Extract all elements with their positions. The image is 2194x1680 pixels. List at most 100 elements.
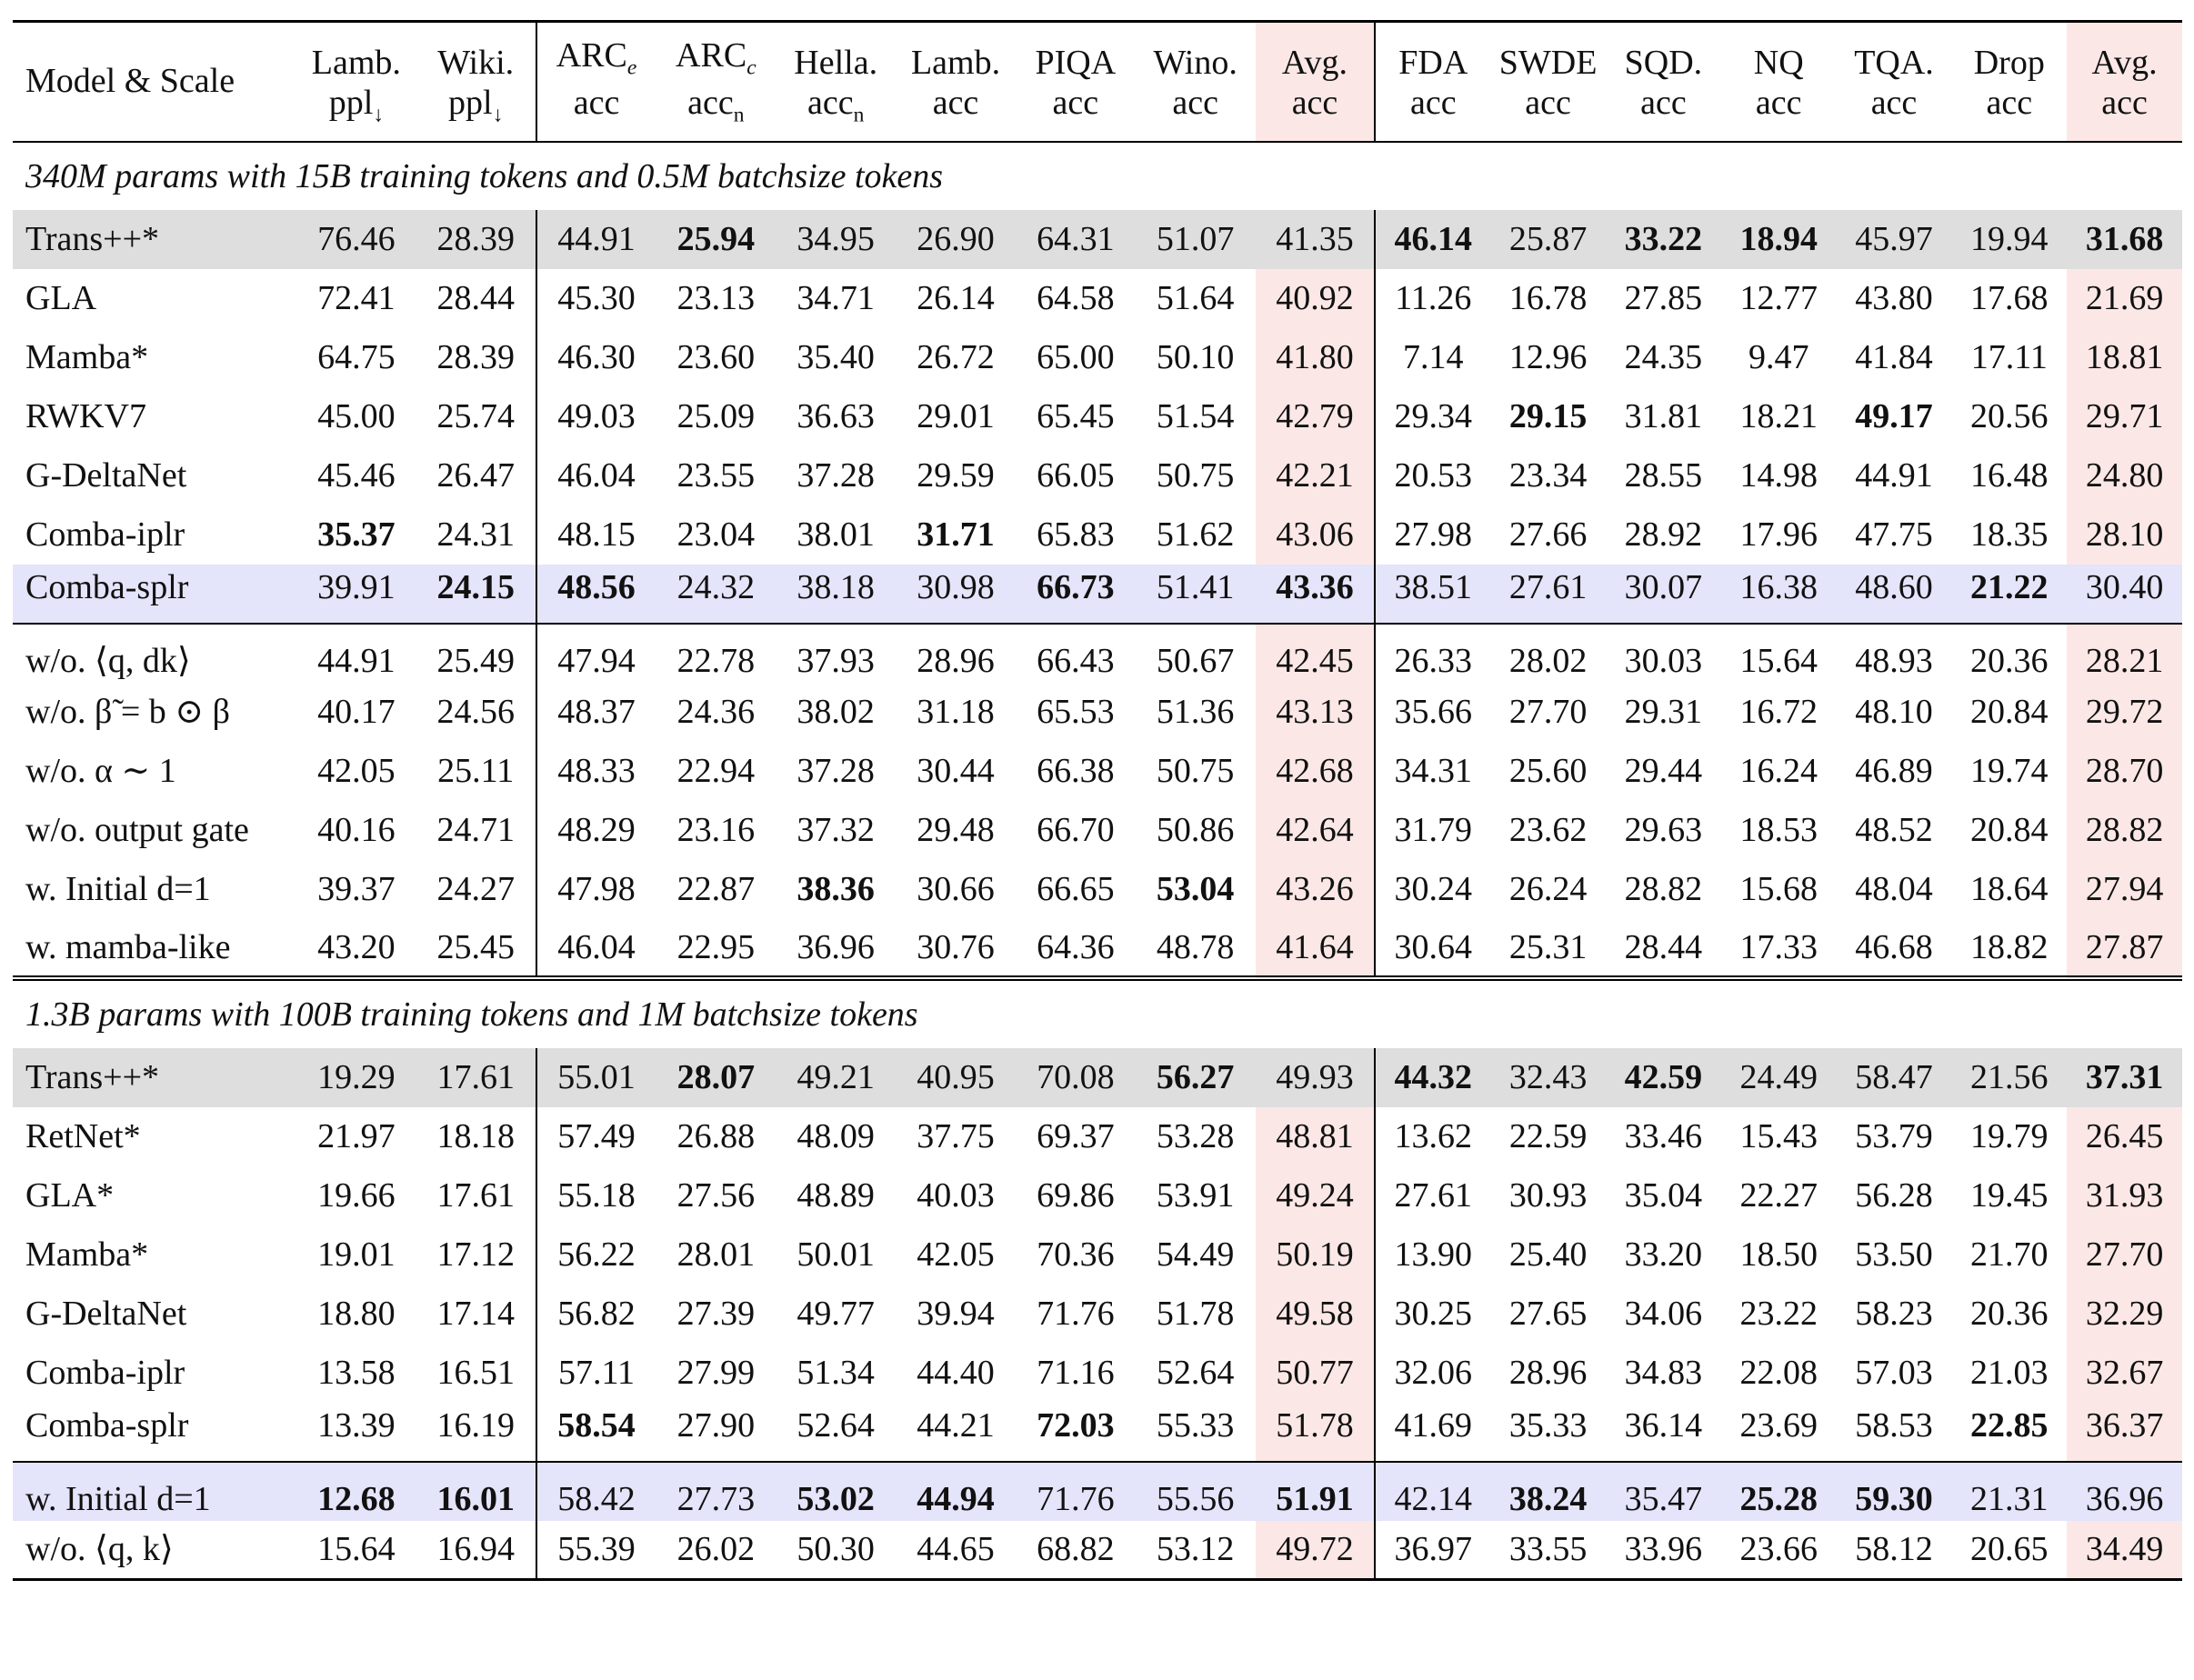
value-cell: 33.55 xyxy=(1490,1520,1606,1581)
value-cell: 46.04 xyxy=(535,918,656,978)
value-cell: 51.62 xyxy=(1156,515,1235,554)
value-cell: 20.84 xyxy=(1970,811,2049,849)
value-cell: 57.11 xyxy=(535,1343,656,1403)
value-cell: 66.65 xyxy=(1037,870,1115,908)
value-cell: 34.49 xyxy=(2067,1520,2182,1581)
value-cell: 50.86 xyxy=(1156,811,1235,849)
value-cell: 40.16 xyxy=(317,811,396,849)
value-cell: 18.53 xyxy=(1739,811,1818,849)
value-cell: 37.28 xyxy=(796,456,875,495)
value-cell: 23.69 xyxy=(1739,1405,1818,1445)
value-cell: 41.84 xyxy=(1855,338,1933,376)
value-cell: 25.09 xyxy=(676,397,756,435)
model-name-cell: Comba-iplr xyxy=(25,515,185,554)
value-cell: 38.01 xyxy=(796,515,875,554)
ablation-row: w. Initial d=1 39.37 24.27 47.98 22.87 38.36 3… xyxy=(13,859,2182,919)
value-cell: 28.96 xyxy=(896,622,1016,683)
value-cell: 23.62 xyxy=(1508,811,1588,849)
value-cell: 18.82 xyxy=(1970,927,2049,966)
value-cell: 45.97 xyxy=(1836,209,1952,269)
value-cell: 49.03 xyxy=(535,386,656,446)
value-cell: 66.38 xyxy=(1037,752,1115,790)
value-cell: 23.13 xyxy=(676,279,756,317)
results-table: Model & Scale Lamb. Wiki. ARCe ARCc Hell… xyxy=(13,20,2182,1581)
value-cell: 32.06 xyxy=(1374,1343,1491,1403)
value-cell: 66.43 xyxy=(1015,622,1136,683)
value-cell: 30.24 xyxy=(1374,859,1491,919)
value-cell: 24.71 xyxy=(436,811,515,849)
value-cell: 34.83 xyxy=(1624,1354,1703,1392)
value-cell: 54.49 xyxy=(1156,1235,1235,1274)
value-cell: 48.37 xyxy=(535,682,656,742)
header-row-bottom: ppl↓ ppl↓ acc accn accn acc acc acc acc … xyxy=(13,81,2182,143)
value-cell: 27.61 xyxy=(1490,564,1606,624)
value-cell: 26.88 xyxy=(676,1117,756,1155)
col-subheader-fda: acc xyxy=(1374,81,1491,143)
value-cell: 53.02 xyxy=(776,1460,897,1521)
value-cell: 18.18 xyxy=(436,1117,515,1155)
value-cell: 26.24 xyxy=(1508,870,1588,908)
value-cell: 28.96 xyxy=(1508,1354,1588,1392)
section-title: 1.3B params with 100B training tokens an… xyxy=(13,975,2182,1048)
value-cell: 27.85 xyxy=(1624,279,1703,317)
value-cell: 42.05 xyxy=(317,752,396,790)
value-cell: 53.79 xyxy=(1855,1117,1933,1155)
value-cell: 16.78 xyxy=(1508,279,1588,317)
ablation-row: w/o. ⟨q, k⟩ 15.64 16.94 55.39 26.02 50.30 44.6… xyxy=(13,1520,2182,1581)
value-cell: 36.96 xyxy=(796,927,875,966)
value-cell: 30.03 xyxy=(1606,622,1721,683)
table-body: 340M params with 15B training tokens and… xyxy=(13,140,2182,1581)
value-cell: 48.56 xyxy=(535,564,656,624)
value-cell: 30.98 xyxy=(896,564,1016,624)
value-cell: 40.95 xyxy=(896,1047,1016,1107)
value-cell: 27.94 xyxy=(2067,859,2182,919)
value-cell: 18.64 xyxy=(1970,870,2049,908)
value-cell: 27.98 xyxy=(1374,505,1491,565)
value-cell: 47.94 xyxy=(535,622,656,683)
value-cell: 28.21 xyxy=(2067,622,2182,683)
value-cell: 51.78 xyxy=(1156,1295,1235,1333)
value-cell: 19.79 xyxy=(1970,1117,2049,1155)
model-name-cell: Trans++* xyxy=(13,209,296,269)
value-cell: 58.54 xyxy=(535,1402,656,1462)
value-cell: 65.53 xyxy=(1037,693,1115,731)
value-cell: 55.33 xyxy=(1156,1405,1235,1445)
col-subheader-arc-c: accn xyxy=(656,81,776,143)
value-cell: 26.02 xyxy=(656,1520,776,1581)
value-cell: 23.66 xyxy=(1720,1520,1837,1581)
value-cell: 25.31 xyxy=(1508,927,1588,966)
value-cell: 23.60 xyxy=(676,338,756,376)
value-cell: 42.14 xyxy=(1374,1460,1491,1521)
value-cell: 48.09 xyxy=(796,1117,875,1155)
value-cell: 59.30 xyxy=(1836,1460,1952,1521)
value-cell: 31.79 xyxy=(1374,800,1491,860)
value-cell: 18.81 xyxy=(2067,327,2182,387)
value-cell: 33.20 xyxy=(1624,1235,1703,1274)
value-cell: 29.59 xyxy=(917,456,995,495)
value-cell: 21.56 xyxy=(1951,1047,2068,1107)
value-cell: 18.94 xyxy=(1720,209,1837,269)
value-cell: 15.68 xyxy=(1739,870,1818,908)
table-row: Trans++* 19.29 17.61 55.01 28.07 49.21 40.95 70… xyxy=(13,1047,2182,1107)
value-cell: 49.58 xyxy=(1255,1284,1376,1344)
value-cell: 15.64 xyxy=(296,1520,416,1581)
value-cell: 20.65 xyxy=(1951,1520,2068,1581)
value-cell: 44.91 xyxy=(296,622,416,683)
value-cell: 17.61 xyxy=(416,1047,536,1107)
value-cell: 17.68 xyxy=(1970,279,2049,317)
value-cell: 38.36 xyxy=(796,870,875,908)
value-cell: 55.01 xyxy=(535,1047,656,1107)
value-cell: 27.66 xyxy=(1508,515,1588,554)
col-subheader-swde: acc xyxy=(1490,81,1606,143)
value-cell: 53.28 xyxy=(1156,1117,1235,1155)
value-cell: 48.78 xyxy=(1156,927,1235,966)
value-cell: 26.90 xyxy=(896,209,1016,269)
value-cell: 50.01 xyxy=(796,1235,875,1274)
value-cell: 18.35 xyxy=(1970,515,2049,554)
value-cell: 16.24 xyxy=(1739,752,1818,790)
value-cell: 53.04 xyxy=(1156,870,1235,908)
value-cell: 52.64 xyxy=(1156,1354,1235,1392)
value-cell: 21.97 xyxy=(317,1117,396,1155)
value-cell: 27.61 xyxy=(1374,1165,1491,1225)
table-row: Comba-iplr 13.58 16.51 57.11 27.99 51.34 44.40… xyxy=(13,1343,2182,1403)
